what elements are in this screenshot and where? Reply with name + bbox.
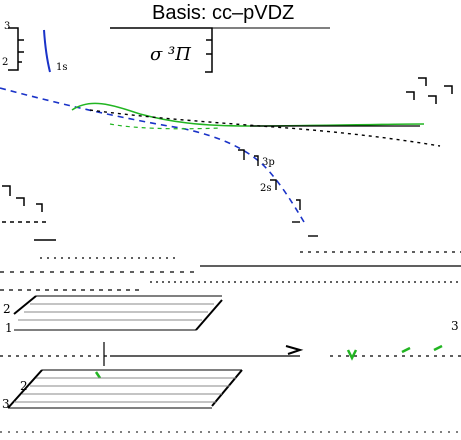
middle-tick-marks: [238, 149, 318, 237]
lower-frame-b: [7, 369, 243, 409]
state-label: σ ³Π: [150, 44, 191, 65]
fragment-label-3p: 3p: [262, 157, 275, 168]
left-middle-markers: [2, 185, 56, 241]
green-marks: [94, 344, 443, 379]
tick-label-3-right: 3: [451, 319, 459, 333]
horizontal-separators: [0, 251, 461, 291]
upper-left-frame: [8, 27, 213, 73]
orbital-label-1s: 1s: [56, 62, 68, 73]
green-potential-curve: [71, 102, 425, 127]
right-stair-markers: [406, 77, 453, 104]
fragment-label-2s: 2s: [260, 183, 272, 194]
blue-orbital-curve-1s: [43, 29, 51, 73]
middle-band: [0, 342, 461, 366]
diagram-title: Basis: cc–pVDZ: [152, 2, 295, 24]
lower-frame-a: [13, 295, 223, 331]
tick-label-2-lower-a: 2: [3, 302, 11, 316]
tick-label-1-lower-a: 1: [5, 321, 13, 335]
tick-label-2-top: 2: [2, 57, 9, 68]
tick-label-3-lower-b: 3: [2, 397, 10, 411]
tick-label-2-lower-b: 2: [20, 379, 28, 393]
tick-label-3-top: 3: [4, 21, 11, 32]
blue-descending-curve: [0, 87, 305, 223]
